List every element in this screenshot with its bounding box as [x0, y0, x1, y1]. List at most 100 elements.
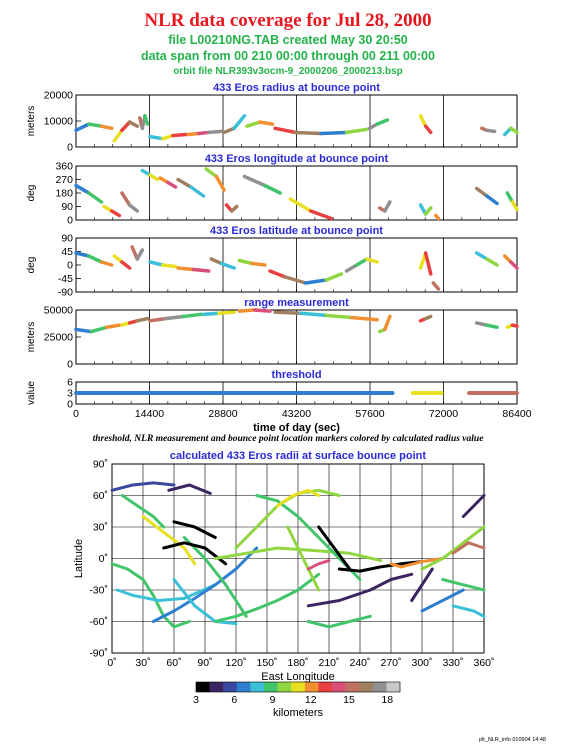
- data-trace: [383, 314, 392, 332]
- data-trace: [209, 257, 224, 266]
- colorbar-swatch: [359, 682, 374, 692]
- data-trace: [189, 185, 206, 198]
- map-track: [115, 583, 217, 602]
- map-y-tick-label: 0˚: [99, 553, 108, 565]
- y-tick-label: -90: [58, 287, 73, 299]
- data-trace: [383, 200, 392, 213]
- data-trace: [485, 194, 499, 206]
- map-x-tick-label: 150˚: [256, 657, 277, 669]
- data-trace: [191, 267, 211, 273]
- y-tick-label: 0: [67, 359, 73, 371]
- data-trace: [104, 323, 122, 330]
- colorbar-swatch: [372, 682, 387, 692]
- data-trace: [135, 248, 145, 261]
- data-trace: [309, 209, 333, 221]
- data-trace: [87, 254, 104, 264]
- footer-stamp: plt_NLR_info 010904 14:48: [479, 737, 546, 743]
- data-trace: [423, 206, 433, 216]
- y-tick-label: 90: [61, 201, 73, 213]
- colorbar-swatch: [304, 682, 319, 692]
- data-trace: [89, 325, 109, 334]
- map-track: [389, 557, 445, 569]
- data-trace: [181, 312, 203, 319]
- map-track: [110, 562, 191, 629]
- data-trace: [298, 311, 328, 318]
- map-track: [306, 559, 331, 571]
- map-track: [213, 546, 383, 563]
- data-trace: [127, 203, 139, 213]
- data-trace: [176, 266, 196, 272]
- x-axis-label: time of day (sec): [253, 422, 340, 434]
- colorbar-swatch: [209, 682, 224, 692]
- data-trace: [510, 200, 519, 212]
- data-trace: [485, 323, 499, 330]
- data-trace: [74, 327, 94, 334]
- colorbar-tick-label: 9: [270, 694, 276, 706]
- data-trace: [423, 124, 433, 135]
- data-trace: [423, 251, 433, 276]
- data-trace: [99, 124, 114, 131]
- map-x-tick-label: 180˚: [287, 657, 308, 669]
- colorbar-swatch: [277, 682, 292, 692]
- x-tick-label: 0: [73, 408, 79, 420]
- data-trace: [161, 263, 178, 269]
- map-track: [420, 588, 465, 613]
- x-tick-label: 57600: [355, 408, 384, 420]
- data-trace: [161, 133, 175, 141]
- data-trace: [354, 257, 369, 267]
- data-trace: [303, 278, 328, 285]
- map-track: [306, 572, 414, 608]
- map-track: [410, 567, 434, 602]
- data-trace: [474, 186, 489, 198]
- data-trace: [143, 114, 150, 126]
- colorbar-swatch: [236, 682, 251, 692]
- figure-caption: threshold, NLR measurement and bounce po…: [92, 434, 484, 444]
- map-track: [306, 614, 372, 629]
- data-trace: [74, 122, 91, 133]
- data-trace: [120, 191, 132, 207]
- data-trace: [434, 213, 441, 221]
- data-trace: [214, 174, 226, 192]
- data-trace: [319, 130, 349, 136]
- map-track: [317, 525, 352, 571]
- colorbar-swatch: [345, 682, 360, 692]
- map-y-tick-label: -30˚: [89, 585, 108, 597]
- orbit-file: orbit file NLR393v3ocm-9_2000206_2000213…: [173, 66, 403, 77]
- map-y-axis-label: Latitude: [73, 539, 85, 578]
- map-x-tick-label: 210˚: [318, 657, 339, 669]
- map-y-tick-label: -60˚: [89, 616, 108, 628]
- data-trace: [423, 314, 433, 321]
- x-tick-label: 28800: [208, 408, 237, 420]
- page-title: NLR data coverage for Jul 28, 2000: [144, 10, 432, 31]
- y-tick-label: 0: [67, 215, 73, 227]
- panel-title: threshold: [271, 369, 321, 381]
- data-trace: [344, 263, 359, 273]
- y-axis-label: deg: [26, 185, 37, 202]
- data-trace: [258, 120, 275, 126]
- y-axis-label: deg: [26, 257, 37, 274]
- data-trace: [418, 114, 428, 128]
- data-trace: [74, 183, 91, 195]
- data-trace: [509, 126, 519, 135]
- data-trace: [288, 197, 313, 213]
- data-span: data span from 00 210 00:00 through 00 2…: [141, 49, 435, 63]
- data-trace: [120, 120, 132, 133]
- map-track: [213, 572, 321, 623]
- map-track: [141, 515, 197, 566]
- data-trace: [245, 120, 262, 128]
- map-track: [420, 525, 486, 571]
- data-trace: [163, 314, 185, 321]
- data-trace: [268, 269, 288, 279]
- data-trace: [324, 313, 354, 320]
- colorbar-tick-label: 6: [231, 694, 237, 706]
- colorbar-swatch: [291, 682, 306, 692]
- y-tick-label: 50000: [44, 305, 73, 317]
- colorbar-frame: [195, 681, 401, 693]
- data-trace: [120, 260, 132, 270]
- colorbar-swatch: [332, 682, 346, 692]
- map-x-tick-label: 240˚: [349, 657, 370, 669]
- map-track: [461, 494, 486, 518]
- map-x-tick-label: 330˚: [442, 657, 463, 669]
- y-tick-label: 25000: [44, 332, 73, 344]
